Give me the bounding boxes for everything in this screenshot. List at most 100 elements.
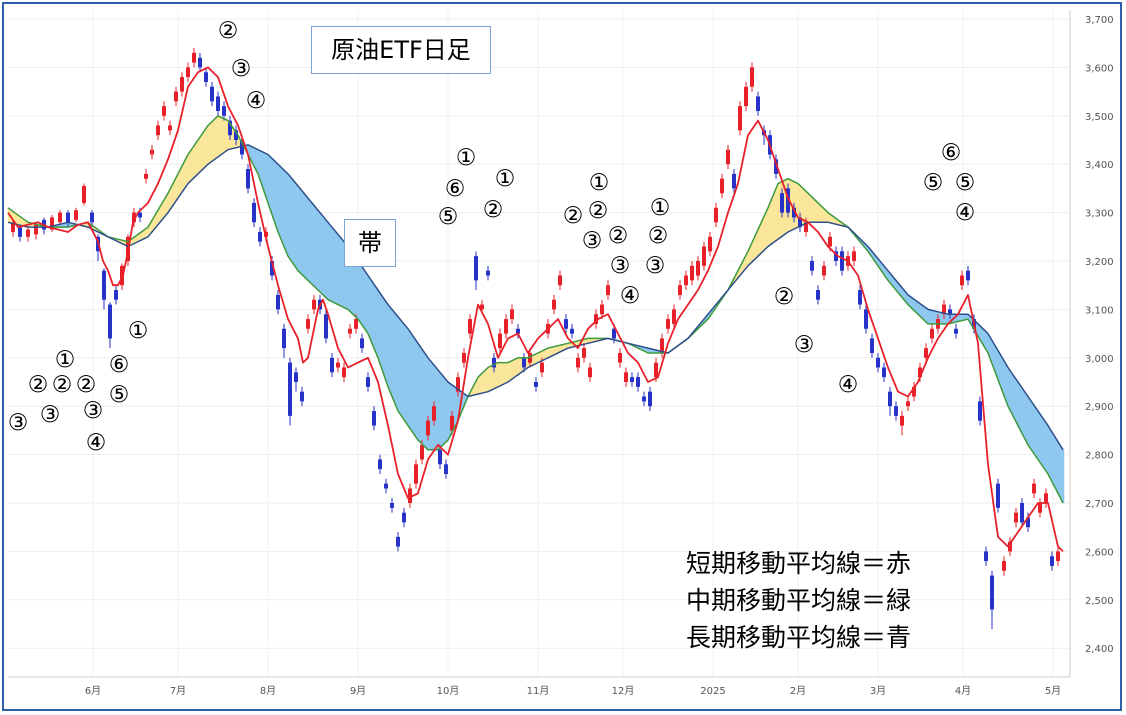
- candle-body: [1020, 503, 1024, 523]
- candle-body: [372, 411, 376, 426]
- candle-body: [534, 382, 538, 387]
- candle-body: [11, 222, 15, 232]
- candle-body: [648, 391, 652, 407]
- candle-body: [288, 362, 292, 416]
- x-tick-label: 4月: [955, 685, 971, 697]
- candle-body: [432, 406, 436, 421]
- candle-body: [996, 483, 1000, 508]
- candle-body: [222, 106, 226, 116]
- y-tick-label: 2,800: [1085, 451, 1114, 462]
- candle-body: [888, 391, 892, 407]
- candle-body: [198, 57, 202, 68]
- candle-body: [366, 377, 370, 387]
- wave-annotation: ③: [83, 398, 104, 424]
- candle-body: [18, 227, 22, 237]
- band-fill: [1061, 447, 1065, 504]
- candle-body: [570, 328, 574, 334]
- candle-body: [384, 483, 388, 489]
- candle-body: [798, 217, 802, 228]
- candle-body: [324, 314, 328, 339]
- candle-body: [150, 149, 154, 155]
- candle-body: [558, 275, 562, 286]
- wave-annotation: ③: [40, 402, 61, 428]
- wave-annotation: ②: [28, 372, 49, 398]
- candle-body: [276, 294, 280, 310]
- candle-body: [240, 140, 244, 155]
- wave-annotation: ②: [774, 284, 795, 310]
- y-tick-label: 3,300: [1085, 209, 1114, 220]
- candle-body: [414, 464, 418, 484]
- y-tick-label: 2,400: [1085, 644, 1114, 655]
- candle-body: [1050, 556, 1054, 566]
- y-tick-label: 3,000: [1085, 354, 1114, 365]
- candle-body: [34, 224, 38, 235]
- candle-body: [834, 251, 838, 261]
- x-tick-label: 10月: [437, 685, 460, 697]
- candle-body: [204, 72, 208, 82]
- candle-body: [564, 319, 568, 329]
- candle-body: [720, 178, 724, 194]
- candle-body: [354, 319, 358, 329]
- wave-annotation: ②: [588, 198, 609, 224]
- x-tick-label: 9月: [350, 685, 366, 697]
- candle-body: [132, 212, 136, 223]
- candle-body: [282, 328, 286, 349]
- x-tick-label: 5月: [1045, 685, 1061, 697]
- candle-body: [312, 299, 316, 310]
- candle-body: [50, 217, 54, 230]
- candle-body: [678, 285, 682, 295]
- candle-body: [876, 357, 880, 368]
- candle-body: [606, 285, 610, 295]
- wave-annotation: ②: [648, 223, 669, 249]
- candle-body: [252, 202, 256, 223]
- candle-body: [756, 96, 760, 111]
- candle-body: [594, 314, 598, 324]
- candle-body: [786, 188, 790, 213]
- candle-body: [630, 377, 634, 382]
- chart-title: 原油ETF日足: [311, 26, 491, 74]
- candle-body: [294, 372, 298, 382]
- candle-body: [696, 261, 700, 276]
- candle-body: [480, 304, 484, 310]
- wave-annotation: ②: [608, 223, 629, 249]
- candle-body: [1002, 561, 1006, 571]
- candle-body: [864, 309, 868, 329]
- candle-body: [900, 415, 904, 426]
- candle-body: [58, 212, 62, 223]
- candle-body: [642, 396, 646, 402]
- candle-body: [816, 290, 820, 300]
- candle-body: [600, 304, 604, 315]
- candle-body: [624, 372, 628, 382]
- candle-body: [186, 67, 190, 78]
- wave-annotation: ②: [483, 197, 504, 223]
- candle-body: [894, 406, 898, 416]
- y-tick-label: 3,200: [1085, 257, 1114, 268]
- candle-body: [162, 106, 166, 116]
- candle-body: [486, 270, 490, 276]
- candle-body: [180, 77, 184, 92]
- candle-body: [774, 159, 778, 174]
- candle-body: [138, 212, 142, 218]
- legend-mid-ma: 中期移動平均線＝緑: [686, 586, 912, 615]
- x-tick-label: 11月: [527, 685, 550, 697]
- candle-body: [246, 169, 250, 189]
- candle-body: [738, 106, 742, 131]
- candle-body: [588, 367, 592, 378]
- wave-annotation: ④: [620, 283, 641, 309]
- candle-body: [522, 357, 526, 368]
- candle-body: [540, 362, 544, 373]
- wave-annotation: ①: [55, 347, 76, 373]
- y-tick-label: 3,100: [1085, 305, 1114, 316]
- candle-body: [852, 251, 856, 261]
- wave-annotation: ③: [794, 332, 815, 358]
- candle-body: [618, 352, 622, 363]
- candle-body: [498, 333, 502, 349]
- x-tick-label: 7月: [170, 685, 186, 697]
- candle-body: [468, 319, 472, 334]
- wave-annotation: ⑤: [109, 382, 130, 408]
- candle-body: [882, 367, 886, 378]
- wave-annotation: ⑥: [941, 140, 962, 166]
- wave-annotation: ①: [495, 166, 516, 192]
- candle-body: [1038, 503, 1042, 513]
- candle-body: [114, 290, 118, 300]
